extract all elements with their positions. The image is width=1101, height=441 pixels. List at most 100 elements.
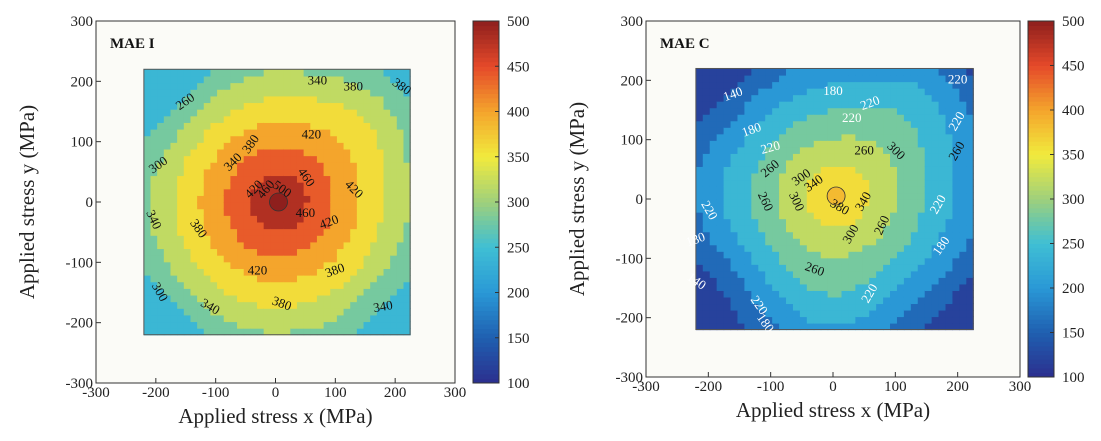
contour-cell xyxy=(210,261,218,269)
contour-cell xyxy=(143,148,152,157)
contour-cell xyxy=(177,175,185,183)
contour-cell xyxy=(396,275,405,283)
contour-cell xyxy=(263,148,271,157)
contour-cell xyxy=(223,115,231,123)
contour-cell xyxy=(323,321,331,329)
contour-cell xyxy=(237,221,245,230)
contour-cell xyxy=(190,202,198,210)
contour-cell xyxy=(223,69,231,77)
contour-cell xyxy=(217,241,225,250)
contour-cell xyxy=(316,241,325,250)
contour-cell xyxy=(403,275,411,283)
contour-cell xyxy=(820,257,829,265)
contour-cell xyxy=(841,296,850,305)
contour-cell xyxy=(820,231,829,239)
contour-cell xyxy=(723,296,732,305)
contour-cell xyxy=(150,275,158,283)
contour-cell xyxy=(190,241,198,250)
contour-cell xyxy=(177,162,185,170)
colorbar-segment xyxy=(1028,221,1054,227)
contour-cell xyxy=(270,162,278,170)
contour-cell xyxy=(277,115,285,123)
contour-cell xyxy=(237,195,245,203)
contour-cell xyxy=(250,268,258,276)
contour-cell xyxy=(876,290,884,298)
contour-cell xyxy=(931,172,940,181)
contour-cell xyxy=(296,129,305,137)
contour-cell xyxy=(383,301,391,309)
contour-cell xyxy=(737,251,745,259)
contour-cell xyxy=(190,115,198,123)
contour-cell xyxy=(263,321,271,329)
contour-cell xyxy=(931,192,940,200)
contour-cell xyxy=(709,199,718,207)
contour-cell xyxy=(924,296,933,305)
contour-cell xyxy=(737,296,745,305)
contour-cell xyxy=(316,129,325,137)
contour-cell xyxy=(170,89,178,97)
contour-cell xyxy=(163,255,172,263)
contour-cell xyxy=(323,275,331,283)
contour-cell xyxy=(243,175,251,183)
contour-cell xyxy=(792,316,801,324)
contour-cell xyxy=(765,296,773,305)
contour-cell xyxy=(296,109,305,117)
contour-cell xyxy=(296,195,305,203)
contour-cell xyxy=(170,228,178,236)
contour-cell xyxy=(792,231,801,239)
contour-cell xyxy=(323,255,331,263)
contour-cell xyxy=(323,301,331,309)
contour-cell xyxy=(363,308,371,316)
contour-cell xyxy=(827,231,836,239)
contour-cell xyxy=(290,89,298,97)
contour-cell xyxy=(876,244,884,252)
colorbar-segment xyxy=(473,97,499,103)
contour-cell xyxy=(183,129,192,137)
contour-cell xyxy=(197,168,205,177)
contour-cell xyxy=(170,135,178,143)
contour-cell xyxy=(855,212,863,220)
contour-cell xyxy=(723,212,732,220)
contour-cell xyxy=(350,328,358,336)
contour-cell xyxy=(143,281,152,289)
contour-cell xyxy=(363,182,371,190)
contour-cell xyxy=(862,225,870,233)
contour-cell xyxy=(772,127,780,135)
contour-cell xyxy=(903,231,912,239)
contour-cell xyxy=(786,251,794,259)
contour-cell xyxy=(363,314,371,323)
contour-cell xyxy=(277,261,285,269)
contour-cell xyxy=(290,248,298,256)
contour-cell xyxy=(150,82,158,90)
contour-cell xyxy=(363,115,371,123)
contour-cell xyxy=(210,314,218,323)
contour-cell xyxy=(403,321,411,329)
contour-cell xyxy=(876,231,884,239)
contour-cell xyxy=(779,166,787,174)
y-tick-label: 300 xyxy=(71,14,94,30)
contour-cell xyxy=(343,235,351,243)
contour-cell xyxy=(150,155,158,163)
contour-cell xyxy=(896,225,905,233)
contour-cell xyxy=(924,172,933,181)
contour-cell xyxy=(183,241,192,250)
contour-cell xyxy=(370,135,378,143)
contour-cell xyxy=(383,175,391,183)
contour-cell xyxy=(217,221,225,230)
contour-cell xyxy=(841,172,850,181)
contour-cell xyxy=(806,316,815,324)
contour-cell xyxy=(772,166,780,174)
contour-cell xyxy=(370,328,378,336)
contour-cell xyxy=(695,212,704,220)
contour-cell xyxy=(330,102,338,110)
colorbar-segment xyxy=(1028,127,1054,133)
contour-cell xyxy=(709,192,718,200)
contour-cell xyxy=(277,294,285,303)
contour-cell xyxy=(786,303,794,311)
contour-cell xyxy=(150,115,158,123)
contour-cell xyxy=(924,94,933,102)
contour-cell xyxy=(834,238,843,246)
contour-cell xyxy=(931,257,940,265)
contour-cell xyxy=(263,162,271,170)
contour-cell xyxy=(336,75,345,84)
